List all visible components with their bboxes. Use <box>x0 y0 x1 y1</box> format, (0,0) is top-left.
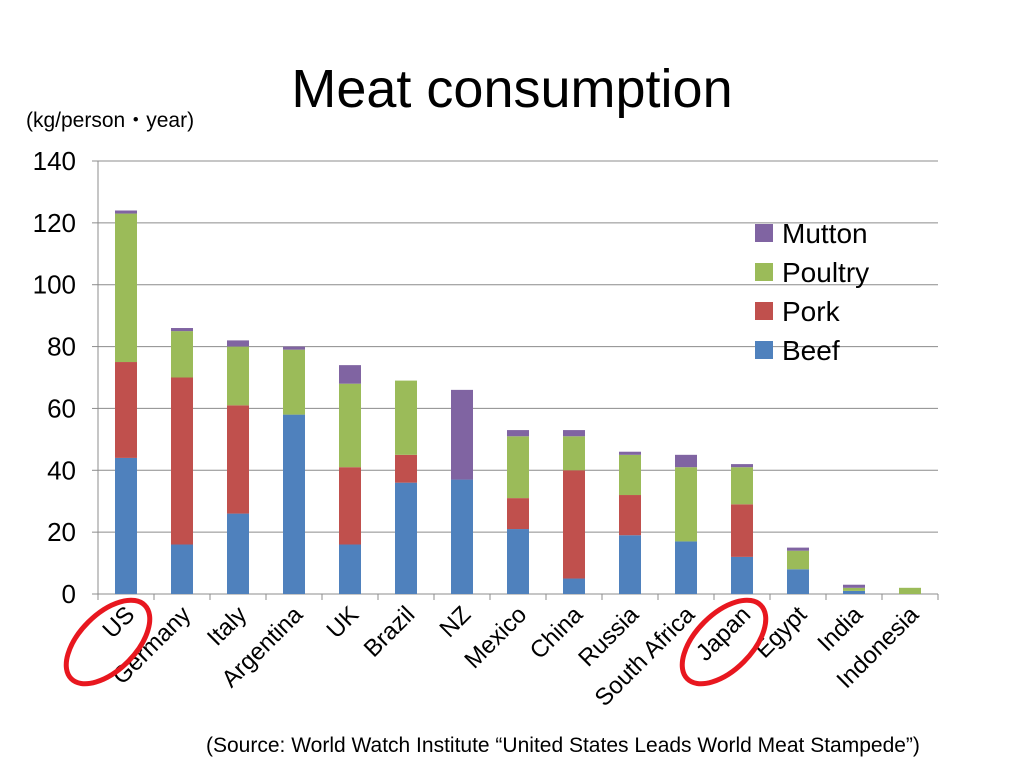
y-tick-labels: 0 20 40 60 80 100 120 140 <box>33 146 76 609</box>
bar-us-poultry <box>115 213 137 363</box>
bar-germany-pork <box>171 377 193 545</box>
highlight-circle-us <box>63 597 153 687</box>
source-note: (Source: World Watch Institute “United S… <box>206 734 920 757</box>
y-tick-label-60: 60 <box>47 393 76 423</box>
bar-uk-beef <box>339 544 361 594</box>
bar-us-mutton <box>115 210 137 214</box>
bar-south-africa-beef <box>675 541 697 594</box>
bar-russia-poultry <box>619 454 641 496</box>
legend-label-beef: Beef <box>782 335 840 366</box>
bar-us-beef <box>115 457 137 594</box>
x-tick-label-uk: UK <box>322 601 365 644</box>
bar-italy-pork <box>227 405 249 514</box>
bar-china-mutton <box>563 430 585 437</box>
y-tick-label-100: 100 <box>33 270 76 300</box>
bar-japan-pork <box>731 504 753 557</box>
legend-label-poultry: Poultry <box>782 257 869 288</box>
bar-uk-mutton <box>339 365 361 384</box>
x-tick-label-brazil: Brazil <box>359 601 421 663</box>
legend: Mutton Poultry Pork Beef <box>755 218 869 366</box>
bar-brazil-poultry <box>395 380 417 455</box>
bar-south-africa-poultry <box>675 467 697 542</box>
bars <box>115 210 921 594</box>
bar-mexico-beef <box>507 529 529 594</box>
bar-india-mutton <box>843 584 865 588</box>
y-tick-label-140: 140 <box>33 146 76 176</box>
y-unit-label: (kg/person・year) <box>26 109 195 132</box>
bar-italy-poultry <box>227 346 249 406</box>
bar-egypt-poultry <box>787 550 809 570</box>
bar-indonesia-poultry <box>899 587 921 594</box>
bar-uk-pork <box>339 467 361 545</box>
legend-swatch-poultry <box>755 263 773 281</box>
slide-title: Meat consumption <box>291 59 733 119</box>
bar-china-poultry <box>563 436 585 471</box>
bar-argentina-mutton <box>283 346 305 350</box>
bar-germany-mutton <box>171 328 193 332</box>
highlight-circle-japan <box>679 597 769 687</box>
bar-nz-mutton <box>451 389 473 480</box>
bar-us-pork <box>115 362 137 458</box>
bar-argentina-beef <box>283 414 305 594</box>
bar-nz-beef <box>451 479 473 594</box>
bar-italy-mutton <box>227 340 249 347</box>
bar-mexico-poultry <box>507 436 529 499</box>
legend-swatch-beef <box>755 341 773 359</box>
bar-mexico-mutton <box>507 430 529 437</box>
y-tick-label-0: 0 <box>62 579 76 609</box>
y-tick-label-80: 80 <box>47 332 76 362</box>
bar-russia-pork <box>619 495 641 536</box>
bar-germany-beef <box>171 544 193 594</box>
y-tick-label-20: 20 <box>47 517 76 547</box>
bar-japan-beef <box>731 556 753 594</box>
bar-egypt-mutton <box>787 547 809 551</box>
x-tick-label-mexico: Mexico <box>459 601 532 674</box>
bar-china-pork <box>563 470 585 579</box>
bar-uk-poultry <box>339 383 361 468</box>
bar-japan-mutton <box>731 464 753 468</box>
bar-mexico-pork <box>507 498 529 530</box>
bar-china-beef <box>563 578 585 594</box>
y-tick-label-40: 40 <box>47 455 76 485</box>
bar-argentina-poultry <box>283 349 305 415</box>
y-tick-label-120: 120 <box>33 208 76 238</box>
highlight-circles <box>63 597 769 687</box>
bar-brazil-pork <box>395 454 417 483</box>
legend-label-mutton: Mutton <box>782 218 868 249</box>
bar-brazil-beef <box>395 482 417 594</box>
bar-egypt-beef <box>787 569 809 594</box>
bar-japan-poultry <box>731 467 753 505</box>
x-tick-label-italy: Italy <box>202 601 252 651</box>
bar-india-poultry <box>843 587 865 591</box>
bar-russia-mutton <box>619 451 641 455</box>
bar-russia-beef <box>619 535 641 594</box>
x-tick-label-egypt: Egypt <box>750 601 813 664</box>
bar-india-beef <box>843 590 865 594</box>
x-tick-label-nz: NZ <box>435 601 477 643</box>
legend-swatch-pork <box>755 302 773 320</box>
bar-south-africa-mutton <box>675 454 697 468</box>
legend-label-pork: Pork <box>782 296 841 327</box>
legend-swatch-mutton <box>755 224 773 242</box>
bar-germany-poultry <box>171 331 193 378</box>
bar-italy-beef <box>227 513 249 594</box>
